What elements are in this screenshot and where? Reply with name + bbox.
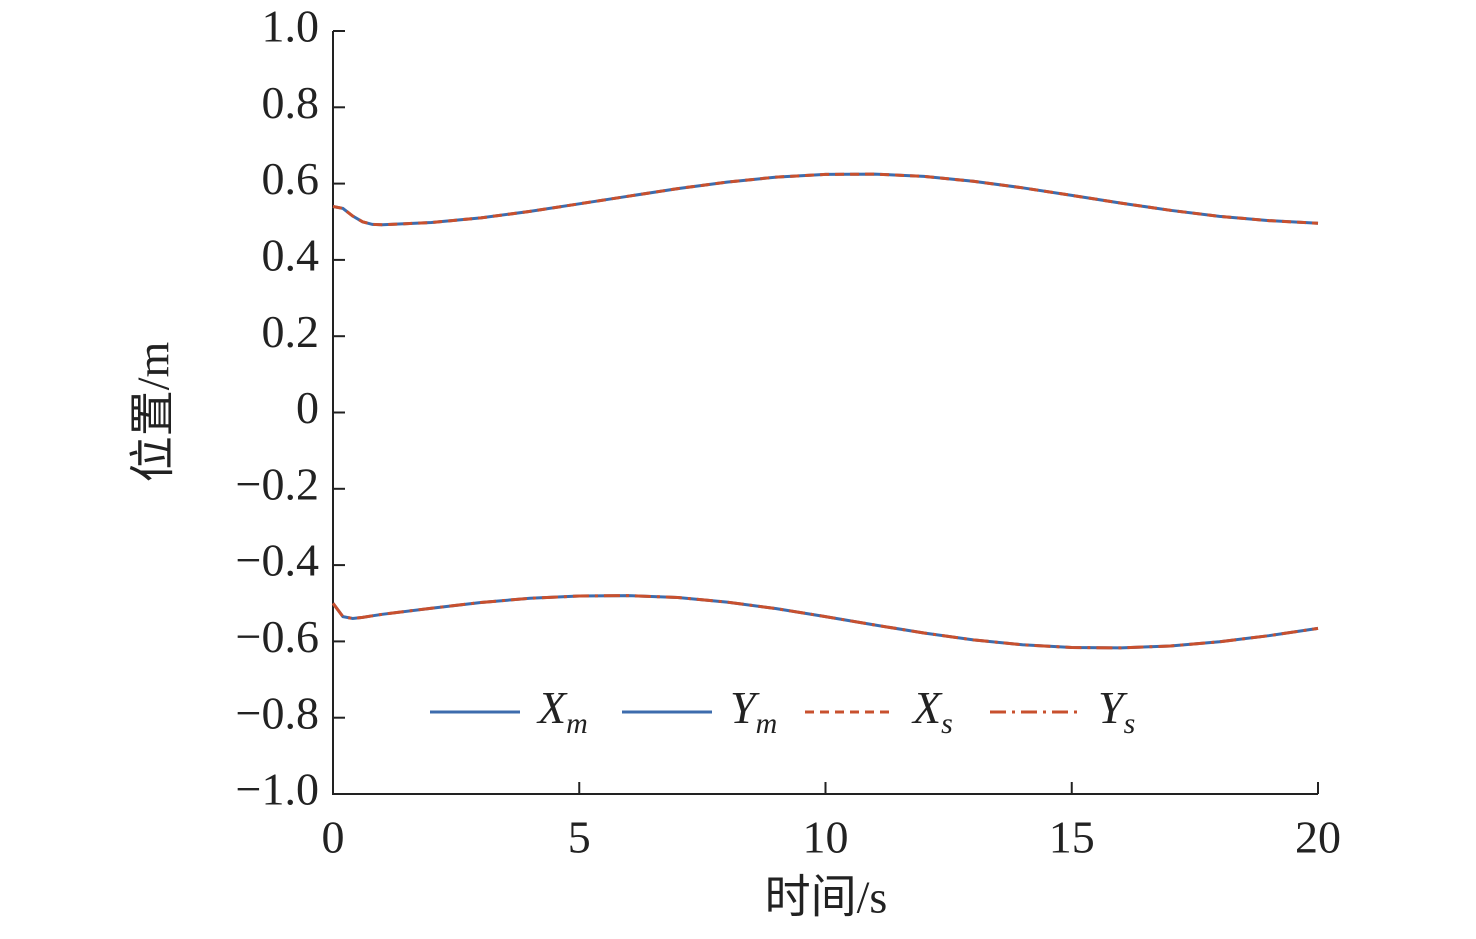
y-tick-label: −1.0	[236, 764, 319, 815]
y-axis-label: 位置/m	[128, 342, 179, 483]
x-tick-label: 0	[322, 812, 345, 863]
x-tick-label: 20	[1295, 812, 1341, 863]
x-tick-label: 5	[568, 812, 591, 863]
series-line	[331, 594, 1319, 650]
y-tick-label: 0.6	[262, 153, 320, 204]
y-tick-label: 0.4	[262, 229, 320, 280]
y-tick-label: −0.2	[236, 458, 319, 509]
y-tick-label: 0	[296, 382, 319, 433]
y-tick-label: −0.4	[236, 535, 319, 586]
legend-label: Xs	[911, 682, 953, 740]
legend-label: Ys	[1098, 682, 1135, 740]
x-tick-label: 15	[1049, 812, 1095, 863]
y-tick-label: 0.8	[262, 77, 320, 128]
x-axis-label: 时间/s	[765, 872, 888, 923]
series-line	[332, 172, 1319, 227]
legend-label: Ym	[730, 682, 777, 740]
legend-label: Xm	[536, 682, 588, 740]
x-tick-label: 10	[803, 812, 849, 863]
y-tick-label: −0.8	[236, 687, 319, 738]
y-tick-label: −0.6	[236, 611, 319, 662]
y-tick-label: 1.0	[262, 1, 320, 52]
y-tick-label: 0.2	[262, 306, 320, 357]
